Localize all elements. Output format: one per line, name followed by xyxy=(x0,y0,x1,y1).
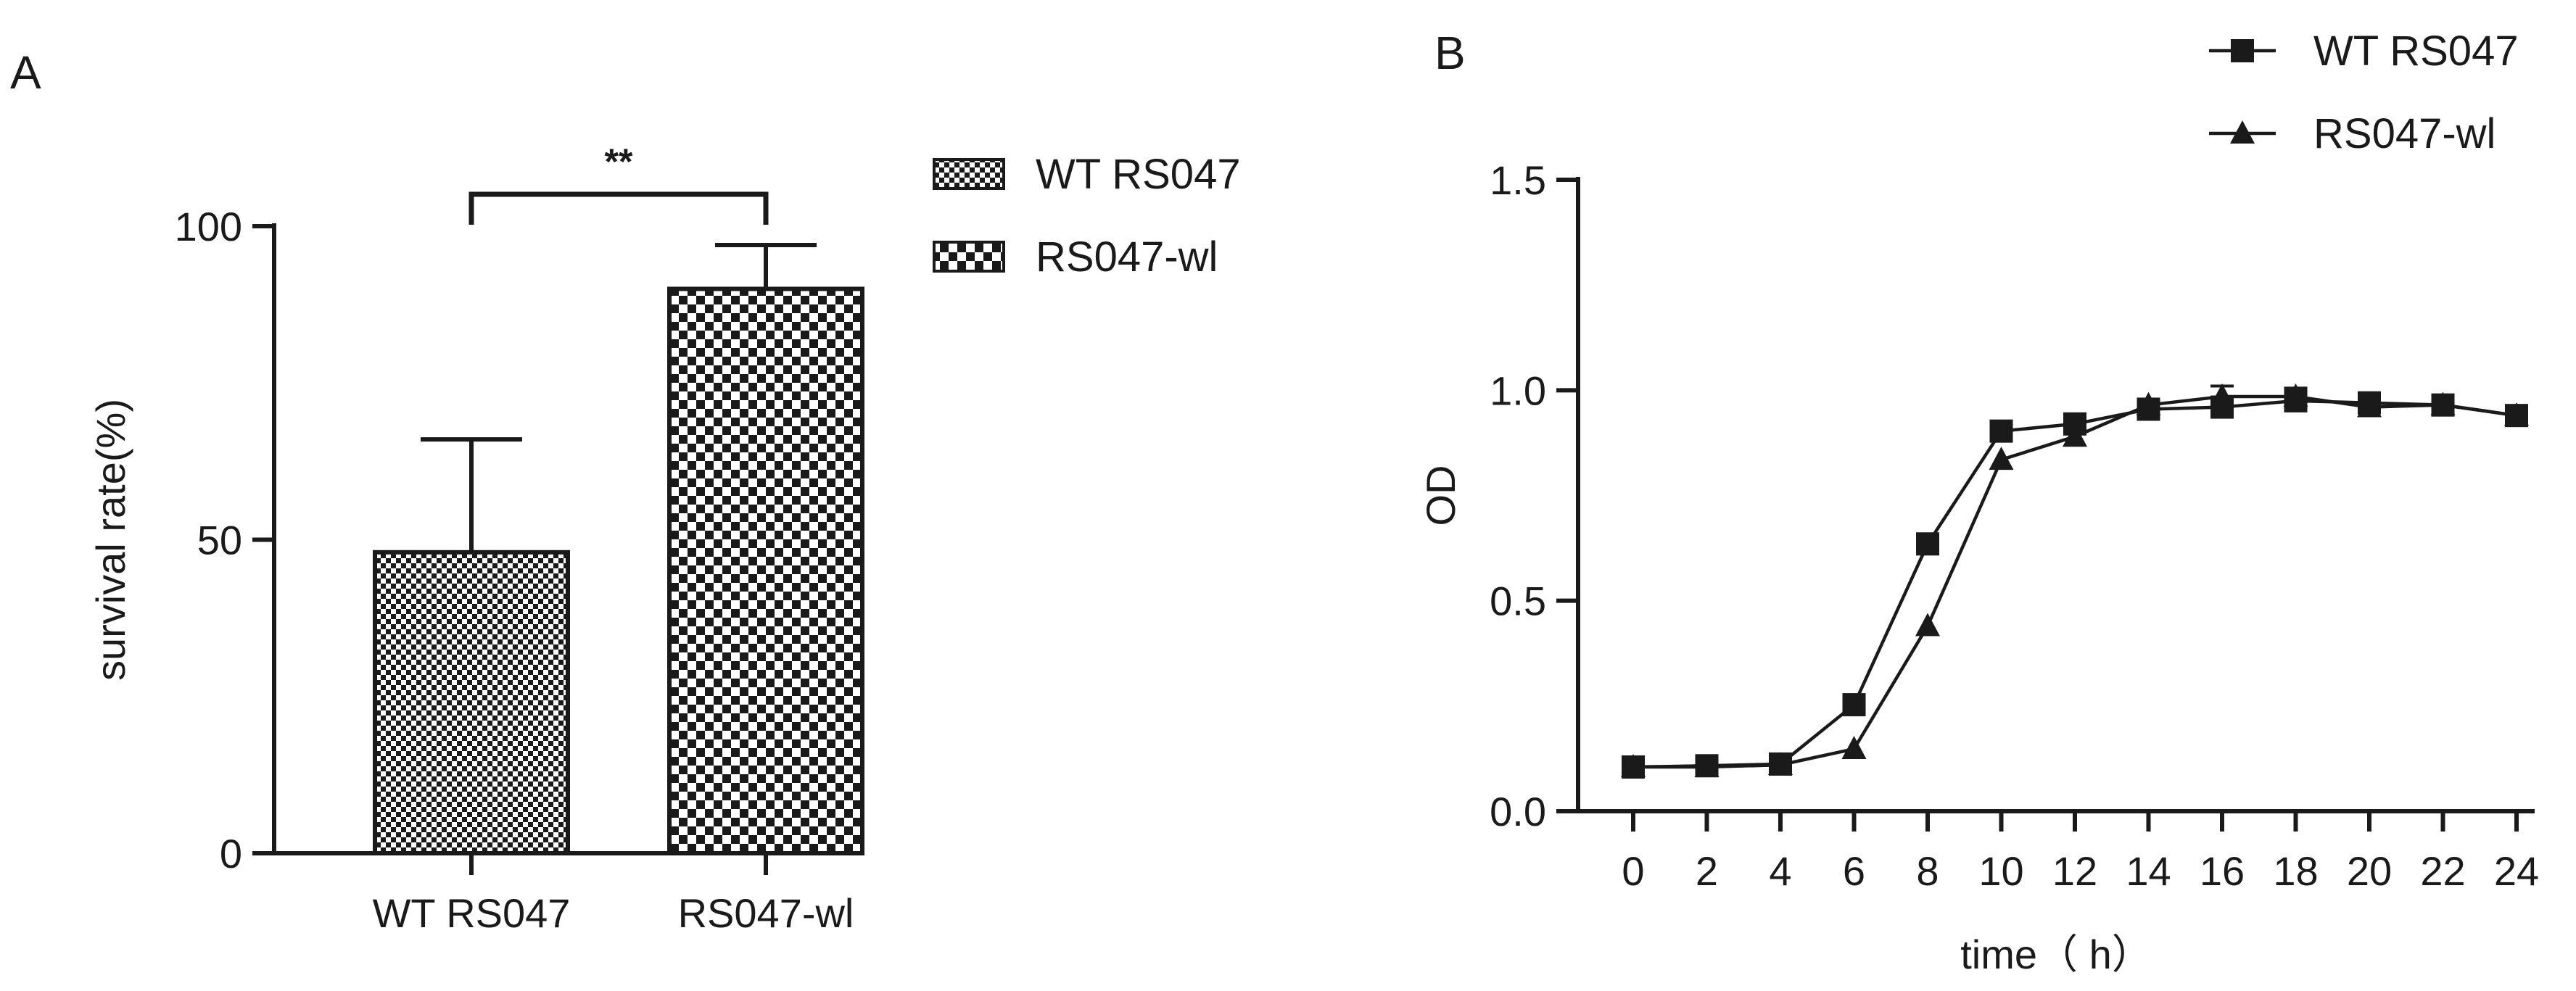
y-tick-label-a: 100 xyxy=(175,204,242,249)
x-tick-label-b: 6 xyxy=(1843,848,1865,894)
y-tick-label-b: 1.0 xyxy=(1490,368,1546,413)
x-tick-label-b: 2 xyxy=(1696,848,1718,894)
x-tick-label-b: 22 xyxy=(2420,848,2465,894)
x-tick-label-b: 16 xyxy=(2200,848,2245,894)
x-tick-label-b: 8 xyxy=(1916,848,1939,894)
series-line-2 xyxy=(1633,394,2517,769)
data-point-2 xyxy=(2136,391,2161,415)
panel-label-a: A xyxy=(10,46,41,99)
legend-swatch-a-1 xyxy=(933,158,1005,190)
y-tick-label-b: 1.5 xyxy=(1490,157,1546,203)
bar-1 xyxy=(373,550,570,855)
x-tick-label-a: WT RS047 xyxy=(373,890,571,936)
y-tick-label-b: 0.0 xyxy=(1490,789,1546,834)
y-tick-label-b: 0.5 xyxy=(1490,579,1546,624)
data-point-2 xyxy=(2063,423,2087,447)
x-tick-label-a: RS047-wl xyxy=(678,890,854,936)
x-axis-label-b: time（ h） xyxy=(1960,932,2152,977)
x-tick-label-b: 18 xyxy=(2273,848,2318,894)
x-tick-label-b: 12 xyxy=(2052,848,2097,894)
bar-2 xyxy=(667,286,864,855)
legend-label-a-1: WT RS047 xyxy=(1036,151,1241,198)
x-tick-label-b: 4 xyxy=(1769,848,1791,894)
panel-label-b: B xyxy=(1434,27,1466,79)
data-point-2 xyxy=(1915,613,1940,637)
legend-marker-b-1 xyxy=(2231,39,2254,62)
data-point-2 xyxy=(2430,391,2456,415)
x-tick-label-b: 10 xyxy=(1978,848,2023,894)
data-point-1 xyxy=(1916,532,1939,556)
legend-label-b-2: RS047-wl xyxy=(2313,110,2496,157)
data-point-1 xyxy=(1842,693,1866,717)
x-tick-label-b: 14 xyxy=(2126,848,2171,894)
panel-b-line-chart: 0.00.51.01.50 2 4 6 8 10 12 14 16 18 20 22 24ODtime（… xyxy=(1418,28,2539,977)
data-point-2 xyxy=(1694,754,1720,778)
data-point-2 xyxy=(2283,383,2308,407)
data-point-2 xyxy=(2357,394,2382,418)
legend-swatch-a-2 xyxy=(933,241,1005,273)
series-line-1 xyxy=(1632,399,2517,769)
data-point-2 xyxy=(2210,383,2234,407)
significance-label: ** xyxy=(605,141,633,182)
legend-label-a-2: RS047-wl xyxy=(1036,233,1218,281)
data-point-2 xyxy=(1989,447,2014,470)
x-tick-label-b: 20 xyxy=(2347,848,2392,894)
data-point-1 xyxy=(1989,419,2013,443)
y-axis-label-a: survival rate(%) xyxy=(88,399,133,681)
legend-marker-b-2 xyxy=(2230,120,2255,144)
legend-label-b-1: WT RS047 xyxy=(2313,28,2519,75)
data-point-2 xyxy=(1841,736,1867,760)
y-axis-label-b: OD xyxy=(1418,465,1464,526)
data-point-2 xyxy=(1621,754,1646,778)
x-tick-label-b: 24 xyxy=(2494,848,2539,894)
x-tick-label-b: 0 xyxy=(1622,848,1644,894)
data-point-2 xyxy=(1768,752,1793,776)
panel-a-bar-chart: 0 50 100 survival rate(%) WT RS047 RS047-wl **… xyxy=(88,141,1241,936)
y-tick-label-a: 50 xyxy=(197,518,242,563)
y-tick-label-a: 0 xyxy=(220,831,242,876)
significance-bracket xyxy=(468,191,769,225)
data-point-2 xyxy=(2504,402,2529,426)
